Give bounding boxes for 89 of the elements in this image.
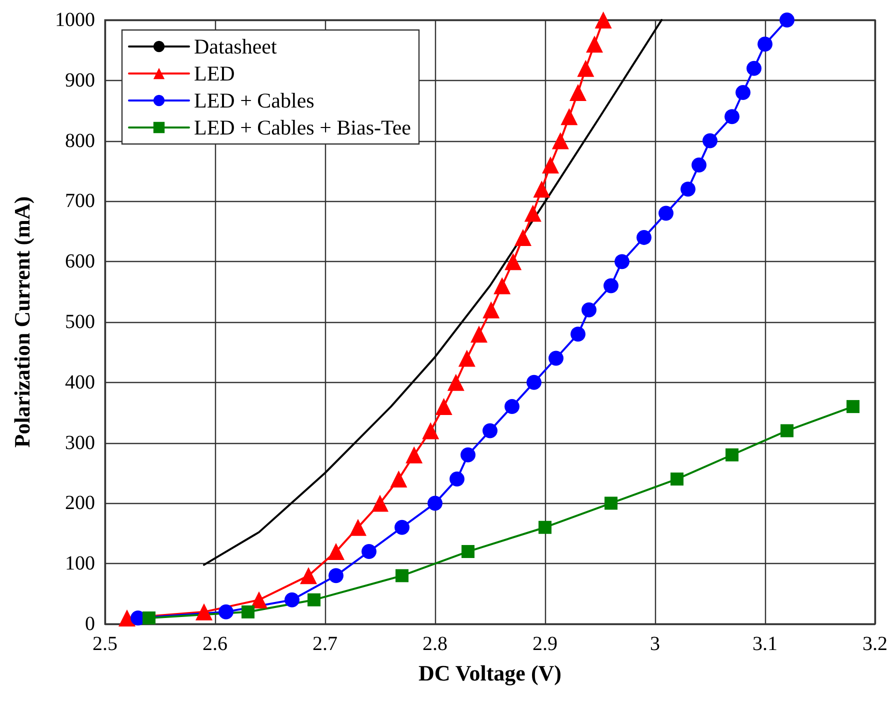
point [422,422,440,440]
point [570,326,586,342]
point [582,302,596,318]
legend-label: LED + Cables + Bias-Tee [194,116,411,140]
point [780,12,794,28]
point [526,374,542,390]
point [328,543,344,560]
y-tick-label: 200 [65,492,95,514]
x-axis-title: DC Voltage (V) [418,660,562,686]
x-tick-label: 2.9 [532,633,558,655]
y-tick-label: 1000 [55,9,95,31]
point [482,301,500,318]
y-tick-label: 800 [65,130,95,152]
point [724,109,740,124]
point [372,494,388,512]
x-tick-label: 3 [650,633,660,655]
point [362,544,376,560]
point [636,230,652,245]
point [447,374,464,391]
y-tick-label: 0 [85,613,95,635]
point [308,593,320,606]
point [470,326,488,343]
point [514,228,532,246]
legend-label: Datasheet [194,34,277,58]
point [504,399,520,414]
point [142,611,156,624]
point [284,592,300,608]
x-tick-label: 2.8 [422,633,448,655]
point [250,591,268,608]
point [702,133,718,148]
point [692,157,706,172]
y-tick-label: 300 [65,432,95,454]
point [560,108,578,126]
point [482,423,498,438]
x-tick-label: 3.1 [752,633,778,655]
x-tick-label: 2.6 [202,633,228,655]
point [604,496,618,510]
legend-label: LED [194,62,235,86]
y-tick-label: 400 [65,371,95,394]
y-tick-label: 600 [65,250,95,273]
point [390,470,408,488]
point [533,180,550,198]
point [218,604,234,620]
y-tick-label: 700 [65,190,95,212]
point [746,60,762,76]
point [504,253,522,270]
point [428,496,442,511]
point [780,424,794,438]
point [406,446,423,464]
point [350,518,366,536]
point [758,36,772,52]
point [548,350,564,366]
point [394,520,410,535]
point [614,254,630,270]
point [196,603,212,620]
x-tick-label: 2.5 [92,633,118,655]
point [736,84,750,100]
x-tick-label: 3.2 [862,633,888,655]
point [577,60,594,77]
point [846,400,860,414]
point [680,182,696,197]
point [552,132,569,150]
point [396,569,408,582]
point [658,206,674,221]
point [458,350,476,367]
point [242,605,254,618]
point [670,472,684,486]
legend-label: LED + Cables [194,88,314,112]
point [594,12,612,28]
point [542,156,559,174]
point [118,609,136,626]
point [538,520,552,534]
point [524,204,542,222]
y-tick-label: 900 [65,69,95,92]
point [450,472,464,487]
point [570,84,586,101]
point [460,447,476,462]
point [494,277,511,294]
point [726,448,738,462]
y-tick-label: 100 [65,552,95,575]
y-tick-label: 500 [65,311,95,333]
point [604,278,618,294]
point [328,568,344,584]
point [586,36,603,53]
point [435,398,452,416]
y-axis-title: Polarization Current (mA) [10,196,34,448]
point [462,545,474,558]
x-tick-label: 2.7 [312,633,338,655]
point [300,567,317,584]
